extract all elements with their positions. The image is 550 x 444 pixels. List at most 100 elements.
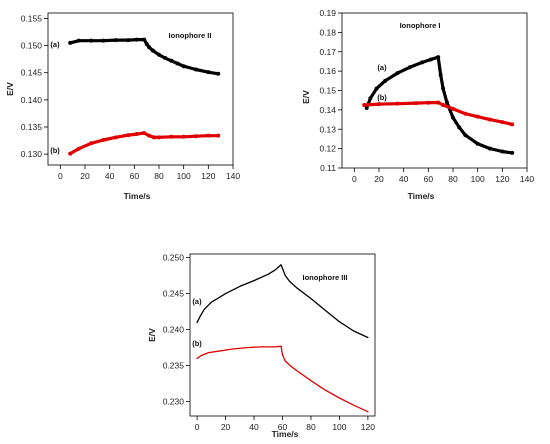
x-tick-label: 40 bbox=[105, 171, 115, 181]
data-point bbox=[488, 146, 492, 151]
data-point bbox=[441, 86, 446, 91]
x-tick-label: 20 bbox=[374, 174, 384, 184]
data-point bbox=[113, 38, 118, 43]
data-point bbox=[157, 52, 161, 57]
y-tick-label: 0.240 bbox=[163, 325, 185, 335]
y-tick-label: 0.17 bbox=[319, 47, 336, 57]
y-tick-label: 0.145 bbox=[21, 68, 43, 78]
y-tick-label: 0.12 bbox=[319, 144, 336, 154]
data-point bbox=[383, 78, 388, 83]
x-tick-label: 60 bbox=[130, 171, 140, 181]
data-point bbox=[500, 120, 505, 125]
data-point bbox=[76, 146, 81, 151]
data-point bbox=[152, 135, 157, 140]
data-point bbox=[475, 141, 480, 146]
data-point bbox=[510, 122, 515, 127]
data-point bbox=[163, 56, 168, 61]
x-tick-label: 0 bbox=[352, 174, 357, 184]
y-tick-label: 0.230 bbox=[163, 397, 185, 407]
series-label-a: (a) bbox=[377, 63, 387, 72]
x-tick-label: 140 bbox=[520, 174, 534, 184]
data-point bbox=[374, 86, 379, 91]
plot-frame bbox=[47, 12, 234, 166]
y-tick-label: 0.150 bbox=[21, 41, 43, 51]
x-axis-label: Time/s bbox=[408, 191, 435, 201]
x-axis-label: Time/s bbox=[272, 429, 299, 439]
data-point bbox=[500, 149, 505, 154]
data-point bbox=[126, 133, 131, 138]
data-point bbox=[510, 150, 515, 155]
data-point bbox=[147, 133, 152, 138]
data-point bbox=[89, 141, 94, 146]
data-point bbox=[142, 130, 147, 135]
series-line-b bbox=[68, 131, 220, 156]
series-label-b: (b) bbox=[192, 339, 202, 348]
data-point bbox=[377, 102, 381, 107]
data-point bbox=[420, 60, 425, 65]
x-tick-label: 0 bbox=[58, 171, 63, 181]
x-tick-label: 100 bbox=[471, 174, 485, 184]
x-tick-label: 80 bbox=[306, 422, 316, 432]
x-tick-label: 140 bbox=[226, 171, 240, 181]
data-point bbox=[216, 133, 221, 138]
y-tick-label: 0.14 bbox=[319, 105, 336, 115]
x-axis-label: Time/s bbox=[124, 191, 151, 201]
data-point bbox=[89, 38, 94, 43]
x-tick-label: 120 bbox=[201, 171, 215, 181]
y-tick-label: 0.140 bbox=[21, 95, 43, 105]
data-point bbox=[175, 61, 180, 66]
data-point bbox=[147, 45, 152, 50]
x-tick-label: 100 bbox=[332, 422, 346, 432]
data-point bbox=[428, 57, 433, 62]
x-tick-label: 80 bbox=[448, 174, 458, 184]
data-point bbox=[144, 41, 149, 46]
data-point bbox=[362, 103, 367, 108]
data-point bbox=[134, 132, 139, 137]
data-point bbox=[475, 114, 480, 119]
x-tick-label: 60 bbox=[278, 422, 288, 432]
data-point bbox=[438, 73, 443, 77]
y-tick-label: 0.16 bbox=[319, 66, 336, 76]
y-tick-label: 0.250 bbox=[163, 253, 185, 263]
data-point bbox=[414, 101, 418, 106]
y-tick-label: 0.11 bbox=[320, 163, 336, 173]
x-tick-label: 80 bbox=[154, 171, 164, 181]
series-label-b: (b) bbox=[50, 146, 60, 155]
y-axis-label: E/V bbox=[5, 82, 15, 96]
y-tick-label: 0.13 bbox=[319, 124, 336, 134]
x-tick-label: 0 bbox=[195, 422, 200, 432]
data-point bbox=[444, 100, 449, 105]
data-point bbox=[157, 135, 161, 140]
x-tick-label: 120 bbox=[361, 422, 375, 432]
series-line-a bbox=[196, 264, 369, 339]
data-point bbox=[206, 133, 211, 138]
data-point bbox=[463, 111, 468, 116]
y-tick-label: 0.135 bbox=[21, 122, 43, 132]
y-tick-label: 0.15 bbox=[319, 86, 336, 96]
data-point bbox=[101, 138, 106, 143]
chart-title: Ionophore III bbox=[303, 273, 348, 282]
data-point bbox=[463, 133, 468, 138]
data-point bbox=[488, 117, 492, 122]
series-label-a: (a) bbox=[192, 297, 202, 306]
data-point bbox=[76, 38, 81, 43]
data-point bbox=[395, 71, 400, 76]
x-tick-label: 20 bbox=[221, 422, 231, 432]
data-point bbox=[457, 125, 462, 130]
y-axis-label: E/V bbox=[147, 328, 157, 342]
x-tick-label: 40 bbox=[249, 422, 259, 432]
data-point bbox=[101, 38, 106, 43]
data-point bbox=[426, 100, 431, 105]
data-point bbox=[368, 96, 373, 101]
data-point bbox=[216, 71, 221, 76]
data-point bbox=[206, 70, 211, 75]
data-point bbox=[68, 151, 73, 156]
series-label-a: (a) bbox=[50, 40, 60, 49]
series-label-b: (b) bbox=[377, 93, 387, 102]
data-point bbox=[150, 48, 155, 53]
chart-ionophore-ii: 0 20 40 60 80 100 120 140 0.130 0.135 0.140 0.145 0.… bbox=[5, 12, 240, 201]
y-tick-label: 0.18 bbox=[319, 27, 336, 37]
chart-title: Ionophore II bbox=[169, 31, 212, 40]
data-point bbox=[68, 40, 73, 45]
data-point bbox=[126, 38, 131, 43]
